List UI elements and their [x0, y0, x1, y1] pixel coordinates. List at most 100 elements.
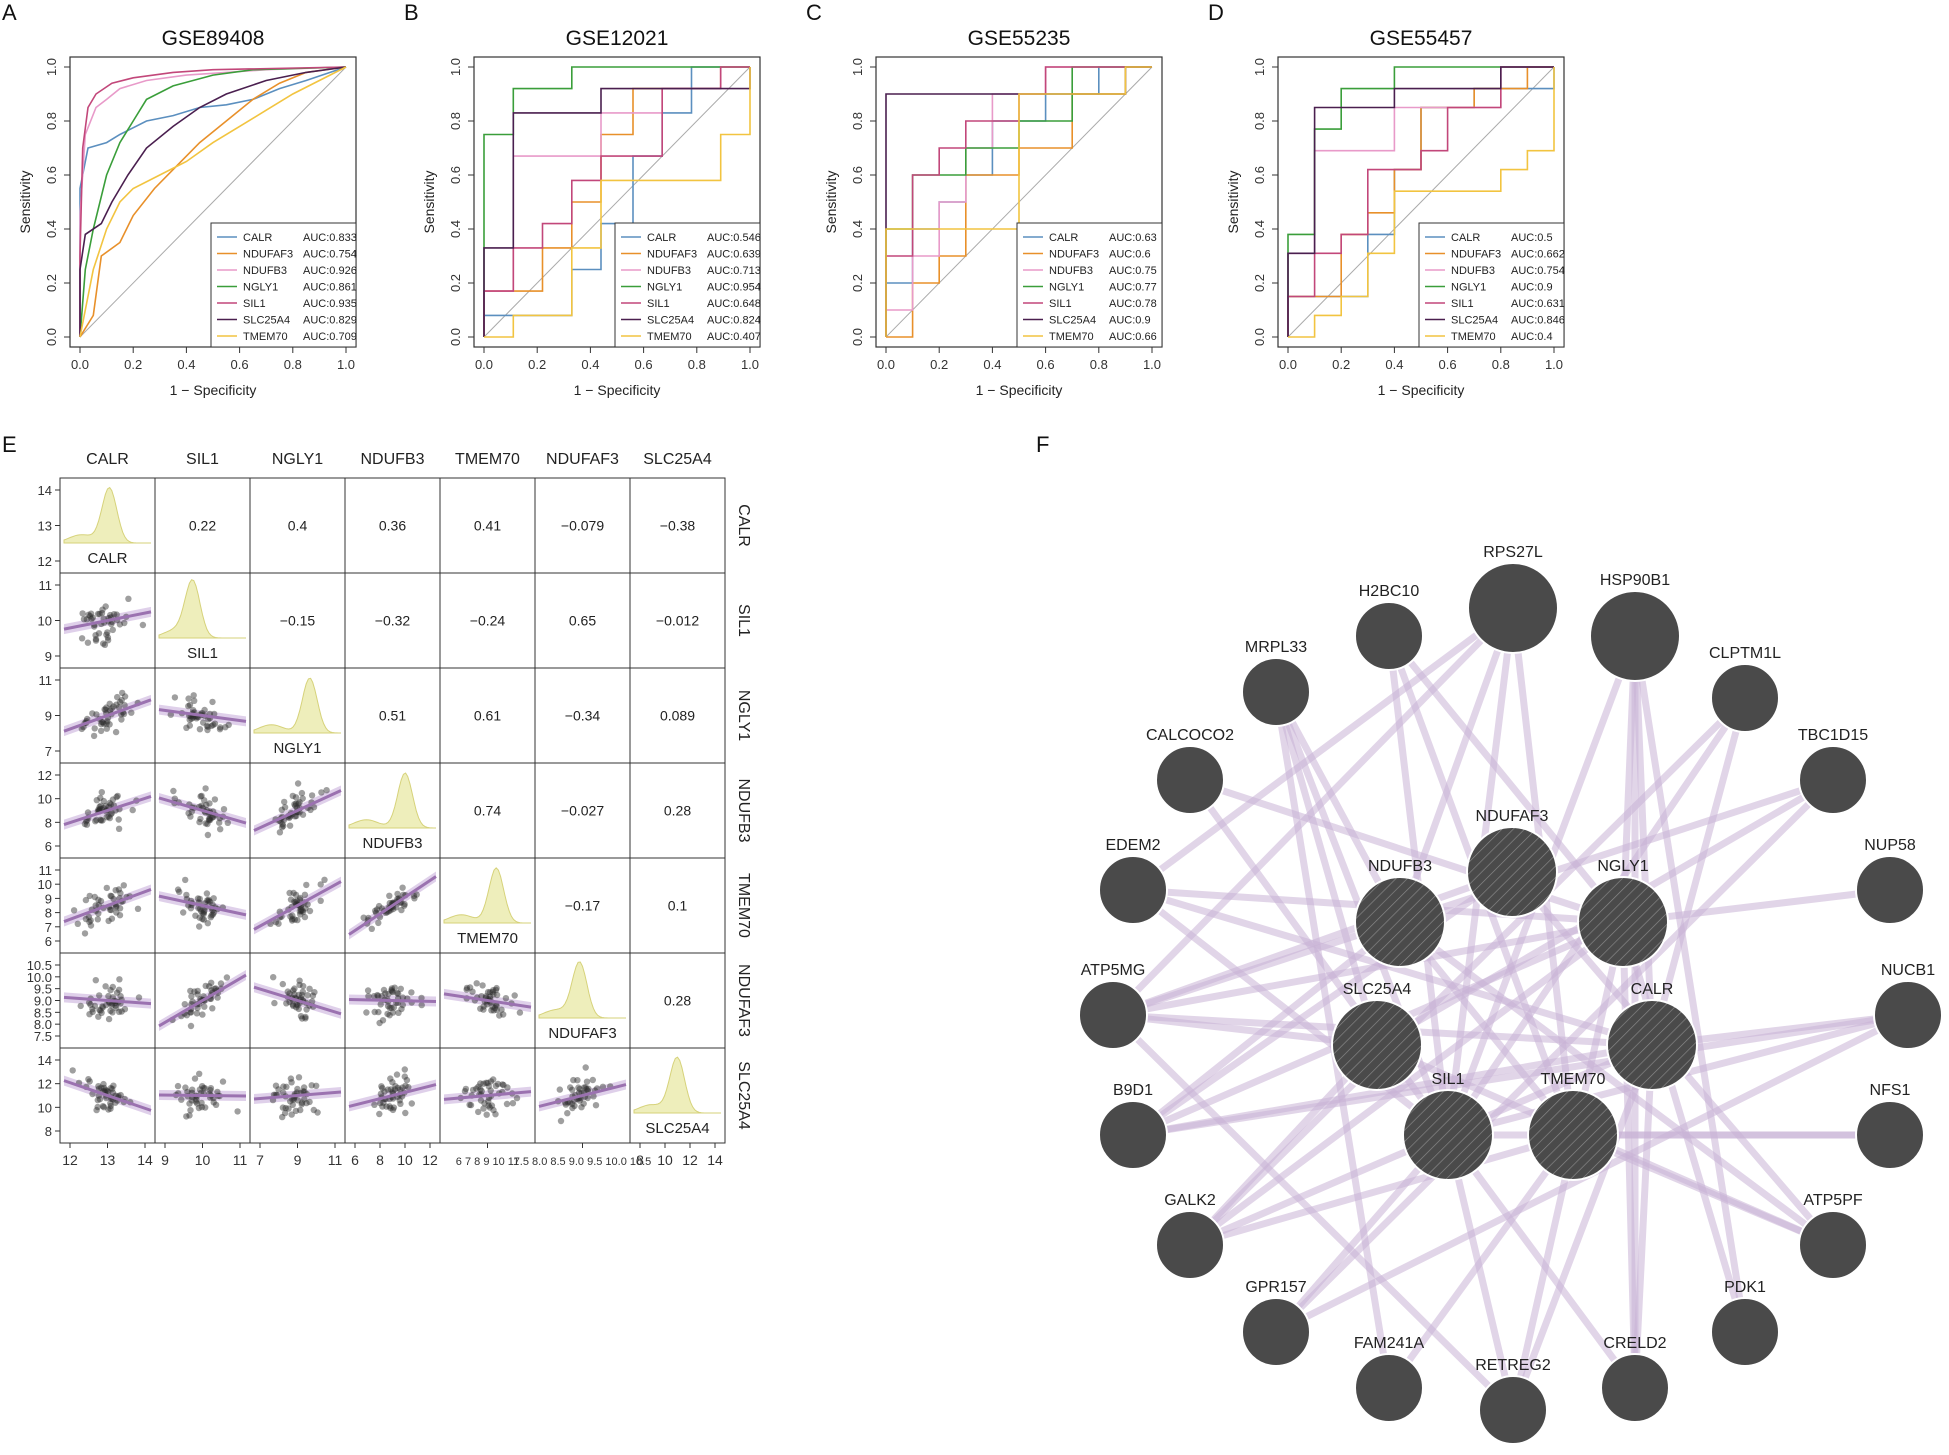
scatter-point [278, 824, 286, 831]
density-curve [348, 772, 436, 829]
node-circle [1354, 601, 1424, 671]
node-circle [1241, 1297, 1311, 1367]
legend-auc: AUC:0.861 [303, 282, 357, 294]
scatter-point [292, 800, 300, 807]
scatter-point [183, 724, 190, 731]
scatter-point [389, 1106, 397, 1114]
scatter-point [280, 822, 287, 830]
legend-auc: AUC:0.407 [707, 331, 761, 343]
legend-auc: AUC:0.4 [1511, 331, 1553, 343]
scatter-point [289, 792, 296, 800]
scatter-point [93, 797, 101, 804]
scatter-point [585, 1085, 592, 1093]
node-label: CLPTM1L [1709, 645, 1781, 662]
scatter-point [502, 995, 510, 1002]
matrix-cell [344, 857, 441, 954]
scatter-point [70, 907, 78, 914]
matrix-cell: −0.012 [629, 572, 726, 669]
scatter-point [302, 1013, 309, 1021]
scatter-point [189, 998, 196, 1005]
scatter-point [394, 890, 401, 898]
density-curve [538, 961, 626, 1019]
scatter-point [81, 820, 89, 828]
scatter-point [112, 728, 120, 736]
network-node-ndufaf3: NDUFAF3 [1466, 808, 1558, 918]
scatter-point [466, 1101, 473, 1109]
scatter-point [98, 1009, 105, 1016]
diagonal-label: TMEM70 [457, 930, 518, 947]
scatter-point [491, 1004, 499, 1012]
scatter-point [496, 1012, 503, 1019]
network-edge [1129, 868, 1516, 1139]
y-tick-label: 10 [38, 614, 52, 629]
scatter-point [86, 918, 93, 925]
node-circle [1098, 855, 1168, 925]
scatter-point [103, 1087, 111, 1095]
x-tick-label: 9 [294, 1152, 302, 1168]
scatter-point [99, 817, 106, 824]
y-tick-label: 8 [45, 815, 52, 830]
scatter-point [196, 905, 204, 912]
y-tick-label: 0.6 [850, 166, 865, 184]
scatter-point [296, 977, 303, 984]
y-tick-label: 0.8 [448, 112, 463, 130]
scatter-point [106, 814, 114, 822]
x-tick-label: 14 [707, 1152, 723, 1168]
network-node-nucb1: NUCB1 [1873, 962, 1943, 1050]
scatter-point [411, 895, 418, 902]
scatter-point [275, 920, 282, 927]
scatter-point [292, 802, 299, 809]
scatter-point [95, 910, 102, 917]
scatter-point [116, 905, 124, 912]
network-edge [1631, 632, 1749, 1336]
network-node-ndufb3: NDUFB3 [1354, 858, 1446, 968]
x-tick-label: 0.0 [1279, 357, 1297, 372]
x-tick-label: 0.8 [688, 357, 706, 372]
scatter-point [323, 787, 330, 794]
legend-label: SLC25A4 [243, 315, 290, 327]
scatter-point [181, 1001, 188, 1008]
scatter-point [115, 986, 123, 993]
y-tick-label: 7.5 [34, 1029, 52, 1044]
scatter-point [310, 1106, 317, 1114]
scatter-point [186, 722, 193, 729]
y-tick-label: 0.4 [44, 220, 59, 238]
scatter-point [115, 1008, 123, 1016]
correlation-matrix-panel: E CALR SIL1 NGLY1 NDUFB3 TMEM70 NDUFAF3 SLC25A4… [2, 432, 752, 1168]
regression-line [158, 708, 247, 723]
scatter-point [590, 1093, 597, 1100]
diagonal-reference-line [483, 66, 751, 338]
scatter-point [477, 1086, 484, 1093]
y-tick-label: 10 [38, 1100, 52, 1115]
scatter-point [302, 905, 309, 912]
scatter-point [114, 792, 121, 800]
scatter-point [100, 720, 108, 727]
roc-curve-slc25a4 [79, 66, 347, 337]
network-edge [1186, 1131, 1577, 1249]
scatter-point [408, 989, 415, 996]
scatter-point [403, 1076, 411, 1084]
network-node-calcoco2: CALCOCO2 [1146, 727, 1234, 815]
scatter-point [509, 1100, 517, 1107]
scatter-point [96, 803, 103, 811]
node-circle [1467, 562, 1559, 654]
scatter-point [93, 711, 100, 718]
matrix-cell [154, 1047, 251, 1144]
scatter-point [94, 1103, 101, 1111]
scatter-point [113, 1004, 120, 1012]
scatter-point [399, 1084, 406, 1091]
scatter-point [371, 1101, 378, 1109]
scatter-point [385, 990, 392, 998]
scatter-point [106, 707, 114, 714]
scatter-point [287, 1098, 294, 1105]
scatter-point [580, 1100, 587, 1107]
correlation-value: −0.027 [561, 803, 604, 819]
scatter-point [97, 794, 104, 802]
matrix-cell [249, 1047, 346, 1144]
scatter-point [296, 908, 303, 915]
scatter-point [118, 1008, 125, 1015]
matrix-cell: −0.027 [534, 762, 631, 859]
scatter-point [281, 804, 289, 811]
roc-curve-tmem70 [484, 67, 751, 338]
x-tick-label: 0.2 [930, 357, 948, 372]
